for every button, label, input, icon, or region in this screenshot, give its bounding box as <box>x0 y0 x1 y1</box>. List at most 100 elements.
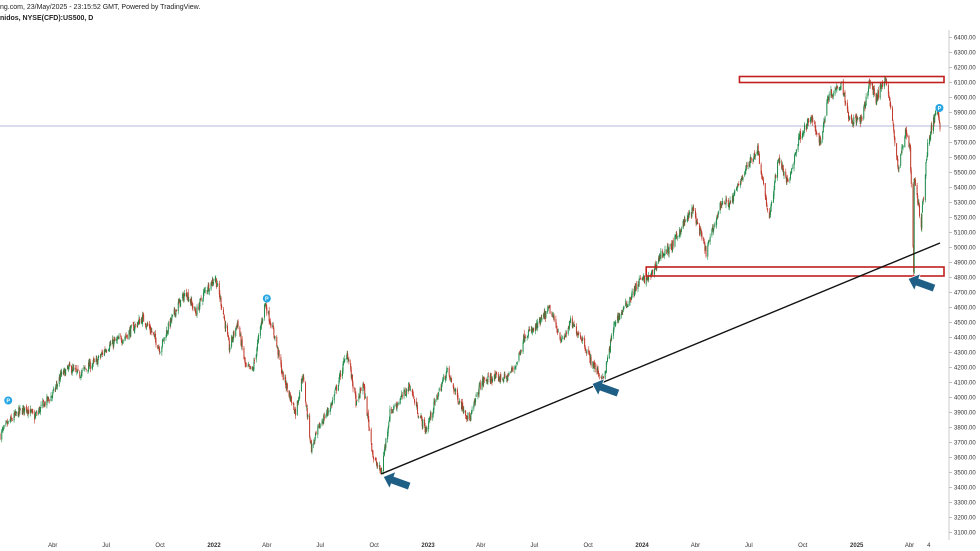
candle-body <box>264 303 266 306</box>
candle-body <box>433 401 435 410</box>
candle-body <box>918 202 920 206</box>
x-tick-label: Jul <box>102 543 110 549</box>
candle-body <box>217 283 219 286</box>
candle-body <box>893 130 895 138</box>
candle-body <box>806 119 808 127</box>
candle-body <box>918 204 920 217</box>
candle-body <box>359 388 361 399</box>
candle-body <box>367 412 369 420</box>
y-tick-label: 5100.00 <box>954 231 976 237</box>
candle-body <box>921 213 923 229</box>
candle-body <box>293 409 295 414</box>
candle-body <box>261 320 263 322</box>
candle-body <box>48 397 50 399</box>
candle-body <box>799 131 801 137</box>
candle-body <box>346 352 348 360</box>
candle-body <box>245 364 247 366</box>
candle-body <box>762 180 764 185</box>
candle-body <box>10 415 12 419</box>
candle-body <box>577 333 579 335</box>
candle-body <box>23 406 25 413</box>
y-tick-label: 5000.00 <box>954 246 976 252</box>
candle-body <box>503 373 505 379</box>
candle-body <box>305 402 307 407</box>
candle-body <box>202 299 204 302</box>
candle-body <box>605 361 607 373</box>
candle-body <box>859 117 861 124</box>
x-tick-label: Abr <box>691 543 700 549</box>
candle-body <box>538 318 540 323</box>
candle-body <box>38 407 40 412</box>
annotation-arrow <box>382 470 412 491</box>
candle-body <box>368 419 370 428</box>
candle-body <box>327 411 329 413</box>
candle-body <box>733 192 735 194</box>
candle-body <box>163 337 165 341</box>
candle-body <box>519 351 521 353</box>
x-tick-label: 4 <box>927 543 931 549</box>
candle-body <box>721 200 723 205</box>
candle-body <box>760 164 762 174</box>
candle-body <box>358 395 360 398</box>
candle-body <box>198 306 200 310</box>
candle-body <box>680 228 682 233</box>
candle-body <box>842 80 844 96</box>
y-tick-label: 4200.00 <box>954 366 976 372</box>
candle-body <box>331 403 333 406</box>
candle-body <box>848 111 850 119</box>
candle-body <box>178 299 180 303</box>
candle-body <box>660 250 662 260</box>
candle-body <box>896 156 898 159</box>
candle-body <box>310 440 312 442</box>
candle-body <box>76 371 78 373</box>
candle-body <box>277 347 279 355</box>
candle-body <box>647 276 649 281</box>
candle-body <box>832 95 834 96</box>
candle-body <box>46 396 48 401</box>
candle-body <box>147 323 149 326</box>
candle-body <box>741 176 743 181</box>
candle-body <box>578 332 580 335</box>
candle-body <box>700 230 702 235</box>
candle-body <box>544 312 546 319</box>
candle-body <box>634 285 636 291</box>
candle-body <box>717 215 719 217</box>
candle-body <box>392 409 394 411</box>
candle-body <box>207 284 209 292</box>
candle-body <box>897 158 899 167</box>
candle-body <box>153 334 155 335</box>
candle-body <box>139 318 141 325</box>
candle-body <box>442 376 444 381</box>
candle-body <box>11 420 13 421</box>
candle-body <box>639 277 641 280</box>
candle-body <box>514 366 516 369</box>
candle-body <box>263 304 265 318</box>
candle-body <box>56 384 58 386</box>
candle-body <box>462 402 464 410</box>
candle-body <box>882 82 884 87</box>
candle-body <box>97 359 99 364</box>
candle-body <box>269 321 271 323</box>
candle-body <box>3 428 5 430</box>
candle-body <box>388 422 390 427</box>
candle-body <box>847 109 849 111</box>
candle-body <box>707 244 709 257</box>
candle-body <box>42 400 44 407</box>
candle-body <box>302 376 304 378</box>
candle-body <box>327 410 329 413</box>
candle-body <box>265 304 267 305</box>
candle-body <box>170 318 172 321</box>
candle-body <box>204 290 206 291</box>
candle-body <box>163 340 165 342</box>
candle-body <box>814 122 816 128</box>
candle-body <box>224 320 226 329</box>
candle-body <box>746 164 748 168</box>
chart-symbol-header: nidos, NYSE(CFD):US500, D <box>0 15 94 22</box>
candle-body <box>541 317 543 321</box>
candle-body <box>221 305 223 309</box>
candle-body <box>732 197 734 201</box>
candle-body <box>292 402 294 404</box>
candle-body <box>142 314 144 316</box>
candle-body <box>5 421 7 422</box>
